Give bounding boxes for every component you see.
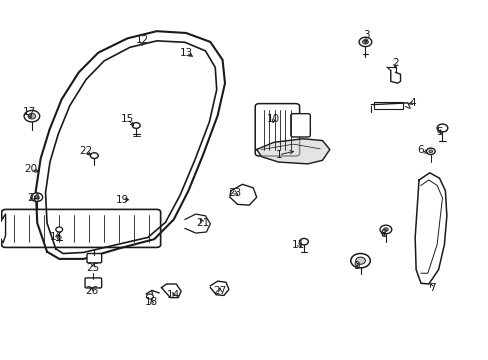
Text: 4: 4 (408, 98, 415, 108)
Text: 9: 9 (353, 261, 359, 271)
Text: 21: 21 (196, 218, 209, 228)
FancyBboxPatch shape (373, 102, 402, 109)
Text: 2: 2 (391, 58, 398, 68)
Text: 22: 22 (79, 146, 92, 156)
Circle shape (28, 113, 36, 119)
Circle shape (350, 253, 369, 268)
Text: 16: 16 (50, 232, 63, 242)
FancyBboxPatch shape (1, 210, 160, 247)
FancyBboxPatch shape (87, 253, 102, 263)
Circle shape (24, 111, 40, 122)
FancyBboxPatch shape (85, 278, 102, 288)
Text: 5: 5 (435, 127, 442, 136)
Circle shape (31, 193, 42, 202)
FancyBboxPatch shape (255, 104, 299, 156)
Circle shape (362, 40, 367, 44)
Text: 18: 18 (145, 297, 158, 307)
Circle shape (56, 227, 62, 232)
Text: 1: 1 (275, 150, 282, 160)
Circle shape (379, 225, 391, 234)
Text: 12: 12 (135, 35, 148, 45)
Text: 10: 10 (266, 114, 280, 124)
Circle shape (90, 153, 98, 158)
Text: 17: 17 (22, 107, 36, 117)
Circle shape (34, 195, 39, 199)
Polygon shape (0, 214, 5, 243)
Text: 11: 11 (291, 239, 304, 249)
Text: 26: 26 (84, 286, 98, 296)
Circle shape (299, 238, 308, 245)
FancyBboxPatch shape (290, 114, 310, 137)
Circle shape (436, 124, 447, 132)
Text: 13: 13 (179, 48, 192, 58)
Text: 27: 27 (213, 286, 226, 296)
Text: 19: 19 (116, 195, 129, 205)
Text: 14: 14 (167, 290, 180, 300)
Polygon shape (414, 173, 446, 284)
Circle shape (383, 228, 387, 231)
Polygon shape (256, 139, 329, 164)
Circle shape (132, 123, 140, 129)
Text: 23: 23 (228, 188, 241, 198)
Text: 24: 24 (27, 193, 41, 203)
Text: 25: 25 (86, 263, 100, 273)
Circle shape (428, 150, 432, 153)
Circle shape (358, 37, 371, 46)
Text: 15: 15 (121, 114, 134, 124)
Text: 8: 8 (379, 229, 386, 239)
Text: 7: 7 (428, 283, 435, 293)
Text: 3: 3 (363, 30, 369, 40)
Circle shape (426, 148, 434, 154)
Circle shape (146, 294, 153, 299)
Text: 6: 6 (417, 144, 424, 154)
Text: 20: 20 (24, 164, 38, 174)
Circle shape (355, 257, 365, 264)
